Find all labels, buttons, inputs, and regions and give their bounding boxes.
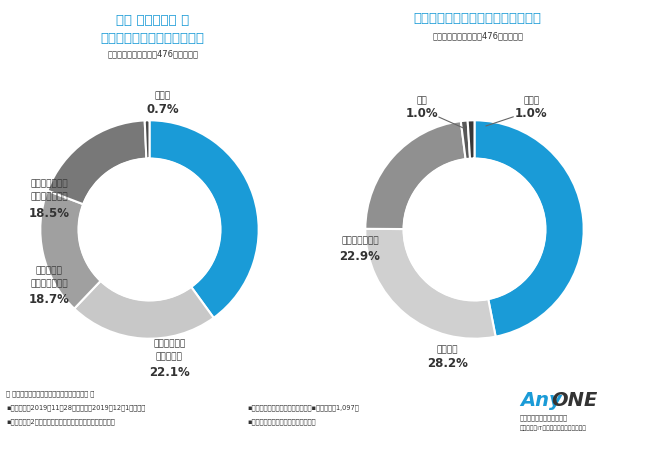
Wedge shape <box>40 191 101 309</box>
Text: 〈 調査概要：二世帯住宅に関するアンケート 〉: 〈 調査概要：二世帯住宅に関するアンケート 〉 <box>6 391 95 397</box>
Text: 抑えられる: 抑えられる <box>145 225 176 234</box>
Wedge shape <box>145 120 150 158</box>
Text: 何か起きた際に: 何か起きた際に <box>30 179 68 188</box>
Text: 建築費用が: 建築費用が <box>145 210 176 220</box>
Circle shape <box>404 158 545 301</box>
Text: 距離の近い: 距離の近い <box>36 266 62 275</box>
Text: 暮らしができる: 暮らしができる <box>30 279 68 288</box>
Text: 18.5%: 18.5% <box>29 207 70 220</box>
Text: 税金の軽減が: 税金の軽減が <box>153 340 185 349</box>
Text: なぜ 部分共有型 を: なぜ 部分共有型 を <box>116 14 189 27</box>
Text: 0.7%: 0.7% <box>146 103 179 116</box>
Text: 1.0%: 1.0% <box>515 107 547 120</box>
Circle shape <box>79 158 220 301</box>
Wedge shape <box>365 229 496 339</box>
Text: 28.2%: 28.2% <box>427 357 467 370</box>
Text: 1.0%: 1.0% <box>406 107 438 120</box>
Text: 具体的にどこを共有していますか？: 具体的にどこを共有していますか？ <box>414 12 541 24</box>
Text: 採用したのか教えてください: 採用したのか教えてください <box>101 32 205 45</box>
Text: 40.0%: 40.0% <box>131 240 189 258</box>
Text: ONE: ONE <box>551 391 597 410</box>
Text: その他: その他 <box>155 92 171 101</box>
Wedge shape <box>365 121 465 229</box>
Wedge shape <box>467 120 474 159</box>
Text: ▪モニター提供元：ゼネラルリサーチ: ▪モニター提供元：ゼネラルリサーチ <box>247 418 315 425</box>
Text: できるため: できるため <box>156 353 183 362</box>
Text: ▪調査対象：2年以内に二世帯住宅を建てた人（その家族）: ▪調査対象：2年以内に二世帯住宅を建てた人（その家族） <box>6 418 115 425</box>
Text: 18.7%: 18.7% <box>29 293 70 306</box>
Text: 業務は半分、利益は２倍。: 業務は半分、利益は２倍。 <box>520 414 568 421</box>
Text: キッチン: キッチン <box>436 345 458 354</box>
Text: Any: Any <box>520 391 562 410</box>
Wedge shape <box>150 120 259 318</box>
Text: 寝室: 寝室 <box>417 96 428 105</box>
Wedge shape <box>47 121 146 204</box>
Text: ▪調査期間：2019年11月28日（木）～2019年12月1日（日）: ▪調査期間：2019年11月28日（木）～2019年12月1日（日） <box>6 405 146 411</box>
Wedge shape <box>461 121 470 159</box>
Wedge shape <box>74 281 214 339</box>
Text: その他: その他 <box>523 96 540 105</box>
Text: 22.9%: 22.9% <box>339 250 380 263</box>
Text: 玄関: 玄関 <box>477 210 499 228</box>
Text: 22.1%: 22.1% <box>149 366 190 379</box>
Text: 対応できるため: 対応できるため <box>30 192 68 201</box>
Text: 工務店向けITソフトのプラットフォーム: 工務店向けITソフトのプラットフォーム <box>520 426 587 431</box>
Text: お風呂・トイレ: お風呂・トイレ <box>341 236 379 245</box>
Text: ▪調査方法：インターネット調査　▪調査人数：1,097人: ▪調査方法：インターネット調査 ▪調査人数：1,097人 <box>247 405 359 411</box>
Text: （部分共有型を選んだ476人が回答）: （部分共有型を選んだ476人が回答） <box>107 50 198 58</box>
Wedge shape <box>474 120 584 337</box>
Text: 46.9%: 46.9% <box>459 236 517 254</box>
Text: （部分共有型を選んだ476人が回答）: （部分共有型を選んだ476人が回答） <box>432 32 523 40</box>
